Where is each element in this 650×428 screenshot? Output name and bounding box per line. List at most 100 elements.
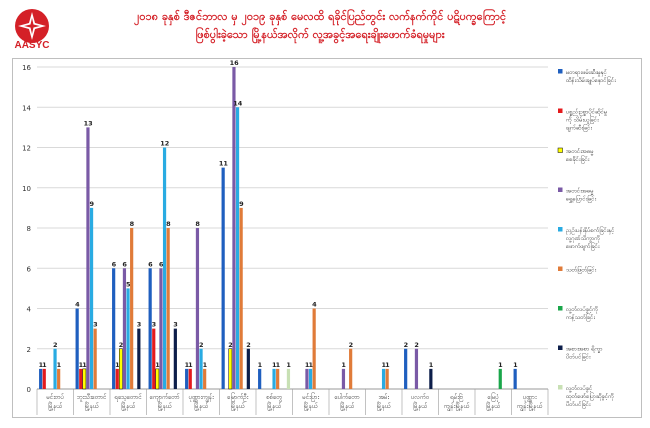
x-tick-label: မြို့နယ် [377, 401, 391, 411]
bar [235, 107, 240, 389]
bar-value-label: 1 [272, 361, 277, 369]
bar [82, 368, 87, 390]
x-tick-label: စစ်တွေ [266, 393, 282, 402]
bar [89, 207, 94, 389]
bar-value-label: 1 [115, 361, 120, 369]
x-tick-label: မင်းတပ် [46, 393, 64, 401]
legend-label: ရွှေ့ပြောင်းခြင်း [566, 194, 597, 204]
x-tick-label: မြို့နယ် [304, 401, 318, 411]
y-tick-label: 14 [22, 104, 31, 112]
x-tick-label: မင်းပြား [302, 392, 319, 402]
bar [137, 328, 141, 389]
bar-value-label: 3 [173, 321, 178, 329]
bar [79, 368, 83, 389]
bar-value-label: 2 [119, 341, 124, 349]
x-tick-label: ရမ်းဗြဲ [450, 392, 463, 402]
bar [173, 328, 177, 389]
legend-swatch [558, 385, 563, 390]
bar-value-label: 1 [513, 361, 518, 369]
y-tick-label: 12 [22, 145, 31, 153]
bar [199, 348, 203, 389]
bar [308, 368, 313, 389]
logo-star-inner [24, 18, 40, 34]
legend-label: အတင်းအဓမ္မ [565, 187, 594, 196]
bar-value-label: 4 [75, 301, 80, 309]
bar-value-label: 1 [155, 361, 160, 369]
legend-label: လူ့ဂုဏ်သိက္ခာကို [566, 234, 600, 243]
x-tick-label: မြောက်ဦး [227, 392, 248, 402]
bar [39, 368, 43, 389]
legend-label: ပိတ်ပင်ခြင်း [566, 399, 591, 409]
bar [162, 147, 167, 389]
bar-value-label: 1 [498, 361, 503, 369]
y-tick-label: 2 [27, 346, 31, 354]
bar [93, 328, 97, 389]
bar-value-label: 1 [381, 361, 386, 369]
bar-value-label: 1 [82, 361, 87, 369]
bar-value-label: 3 [152, 321, 157, 329]
bar-value-label: 2 [246, 341, 251, 349]
bar [232, 67, 236, 389]
legend-swatch [558, 345, 563, 350]
bar [349, 348, 353, 389]
bar [246, 348, 250, 389]
legend-label: မတရားဖမ်းဆီးမှုနှင့် [566, 68, 607, 77]
x-tick-label: မြို့နယ် [231, 401, 245, 411]
bar-value-label: 9 [89, 200, 94, 208]
bar [122, 268, 127, 389]
bar [312, 308, 316, 389]
bar-value-label: 11 [219, 160, 229, 168]
y-tick-label: 0 [27, 386, 31, 394]
legend-label: ပိတ်ပင်ခြင်း [566, 352, 591, 362]
legend-label: အတင်းအဓမ္မ [565, 147, 594, 156]
legend-label: အစားအစာ ရိက္ခာ [565, 345, 603, 354]
x-tick-label: ပုဏ္ဏားကျွန်း [189, 393, 214, 403]
bar [305, 368, 309, 389]
legend-swatch [558, 227, 563, 232]
bar [513, 368, 517, 389]
x-tick-label: မြေပုံ [488, 392, 499, 402]
bar-value-label: 2 [404, 341, 409, 349]
bar-value-label: 8 [130, 220, 135, 228]
x-tick-label: အမ်း [379, 393, 390, 401]
bar-value-label: 6 [159, 260, 164, 268]
bar [148, 268, 152, 389]
bar-value-label: 8 [195, 220, 200, 228]
bar [126, 288, 130, 389]
legend-swatch [558, 108, 563, 113]
bar [75, 308, 79, 389]
bar-value-label: 1 [341, 361, 346, 369]
legend-swatch [557, 147, 563, 153]
chart-area: 0 2 4 6 8 10 12 14 16 1 1 2 1 မင်းတပ် မြို့နယ် 4 1 1 13 9 3 ဘ… [12, 58, 642, 418]
bar-value-label: 6 [122, 260, 127, 268]
bar-value-label: 1 [286, 361, 291, 369]
bar-value-label: 1 [429, 361, 434, 369]
legend-label: ညှဉ်းပန်းနှိပ်စက်ခြင်းနှင့် [566, 225, 614, 235]
legend-label: ထိန်းသိမ်းချုပ်နှောင်ခြင်း [566, 75, 616, 85]
bar-value-label: 1 [185, 361, 190, 369]
bar [276, 368, 280, 389]
bar-value-label: 5 [126, 280, 131, 288]
bar [429, 368, 433, 389]
y-tick-label: 6 [27, 265, 32, 273]
bar [203, 368, 207, 389]
x-tick-label: မြို့နယ် [194, 401, 208, 411]
chart-title-line-2: ဖြစ်ပွါးခဲ့သော မြို့နယ်အလိုက် လူ့အခွင့်အ… [195, 28, 445, 41]
bar [414, 348, 419, 389]
bar-value-label: 1 [79, 361, 84, 369]
bar [166, 228, 170, 389]
legend-swatch [558, 69, 563, 74]
x-tick-label: ပလက်ဝ [411, 393, 429, 401]
bar-value-label: 1 [276, 361, 281, 369]
bar-value-label: 2 [349, 341, 354, 349]
x-tick-label: မြို့နယ် [121, 401, 135, 411]
y-tick-label: 16 [22, 64, 31, 72]
bar [152, 328, 156, 389]
bar-value-label: 8 [166, 220, 171, 228]
logo-text: AASYC [14, 40, 50, 51]
bar-value-label: 2 [414, 341, 419, 349]
bar-value-label: 16 [230, 59, 240, 67]
bar-value-label: 1 [308, 361, 313, 369]
bar [86, 127, 90, 389]
